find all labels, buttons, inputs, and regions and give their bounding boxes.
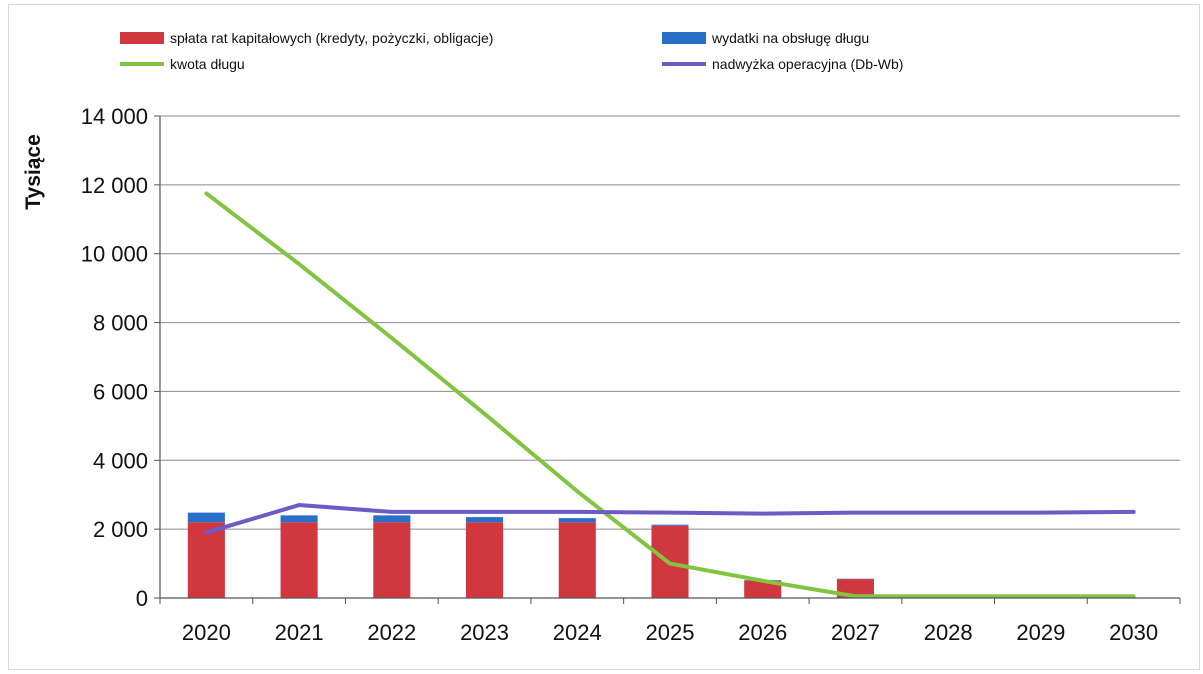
legend-label: spłata rat kapitałowych (kredyty, pożycz… [170, 30, 493, 46]
bar [373, 515, 411, 523]
x-tick-label: 2030 [1109, 620, 1158, 645]
y-tick-label: 10 000 [81, 242, 148, 267]
gridlines [160, 115, 1180, 530]
x-tick-label: 2025 [646, 620, 695, 645]
legend-swatch [662, 32, 706, 44]
bar [744, 580, 782, 598]
x-tick-label: 2029 [1016, 620, 1065, 645]
x-tick-label: 2027 [831, 620, 880, 645]
bar [651, 524, 689, 526]
bar [466, 517, 504, 523]
x-tick-label: 2022 [367, 620, 416, 645]
y-tick-label: 4 000 [93, 448, 148, 473]
y-tick-label: 6 000 [93, 379, 148, 404]
series-line [204, 503, 1136, 535]
bar [280, 522, 318, 598]
y-tick-label: 12 000 [81, 173, 148, 198]
legend-label: kwota długu [170, 56, 245, 72]
series-lines [204, 191, 1136, 599]
y-axis-label: Tysiące [22, 134, 45, 210]
legend-swatch [120, 32, 164, 44]
series-line [204, 191, 1136, 599]
x-tick-label: 2021 [275, 620, 324, 645]
y-tick-label: 8 000 [93, 311, 148, 336]
y-tick-label: 14 000 [81, 104, 148, 129]
x-tick-label: 2026 [738, 620, 787, 645]
bar [558, 518, 596, 523]
legend-label: nadwyżka operacyjna (Db-Wb) [712, 56, 903, 72]
bars [187, 512, 874, 598]
bar [558, 522, 596, 598]
bar [466, 522, 504, 598]
x-tick-label: 2024 [553, 620, 602, 645]
bar [187, 512, 225, 523]
y-tick-label: 2 000 [93, 517, 148, 542]
axes: 0 2 000 4 000 6 000 8 000 10 000 12 000 14 000 2… [81, 104, 1181, 645]
bar [373, 522, 411, 598]
legend: spłata rat kapitałowych (kredyty, pożycz… [120, 30, 903, 72]
x-tick-label: 2023 [460, 620, 509, 645]
bar [187, 522, 225, 598]
x-tick-label: 2028 [924, 620, 973, 645]
y-tick-label: 0 [136, 586, 148, 611]
x-tick-label: 2020 [182, 620, 231, 645]
bar [280, 515, 318, 523]
legend-label: wydatki na obsługę długu [711, 30, 869, 46]
